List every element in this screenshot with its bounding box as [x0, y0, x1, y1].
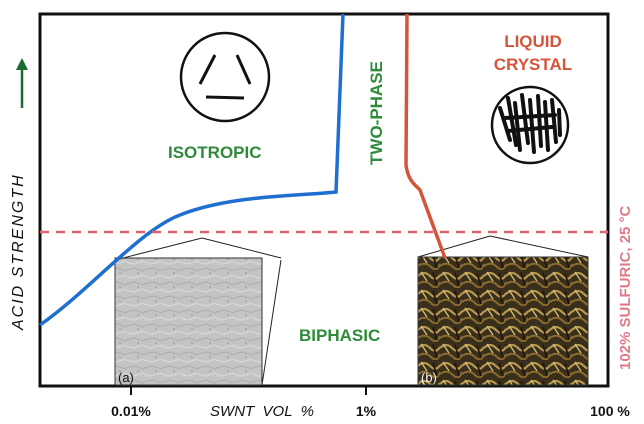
inset-b-label: (b) — [421, 370, 437, 385]
inset-b-border — [417, 256, 589, 386]
inset-a-micrograph — [115, 258, 262, 385]
isotropic-rods-icon — [179, 31, 271, 123]
inset-a-border — [114, 257, 263, 386]
region-label-two-phase: TWO-PHASE — [367, 61, 386, 165]
inset-a-label: (a) — [118, 370, 134, 385]
liquid-crystal-boundary-curve — [404, 13, 447, 259]
region-label-isotropic: ISOTROPIC — [168, 143, 262, 162]
x-axis — [130, 386, 367, 395]
inset-b-micrograph — [418, 257, 588, 385]
x-tick-label-0.01pct: 0.01% — [111, 403, 151, 419]
y-axis-arrow-head — [16, 58, 28, 70]
y-axis: ACID STRENGTH — [10, 58, 28, 331]
zoom-lines-b — [417, 235, 589, 258]
region-label-liquid-crystal-line1: LIQUID — [504, 32, 562, 51]
region-label-biphasic: BIPHASIC — [299, 326, 380, 345]
aligned-rods-icon — [490, 85, 570, 165]
x-tick-label-100pct: 100 % — [590, 403, 630, 419]
x-axis-label: SWNT VOL % — [210, 403, 314, 420]
x-tick-label-1pct: 1% — [356, 403, 377, 419]
sulfuric-condition-label: 102% SULFURIC, 25 °C — [617, 205, 634, 370]
zoom-lines-a — [114, 237, 282, 386]
y-axis-label: ACID STRENGTH — [10, 173, 27, 331]
isotropic-boundary-curve — [38, 13, 345, 327]
region-label-liquid-crystal-line2: CRYSTAL — [494, 55, 572, 74]
